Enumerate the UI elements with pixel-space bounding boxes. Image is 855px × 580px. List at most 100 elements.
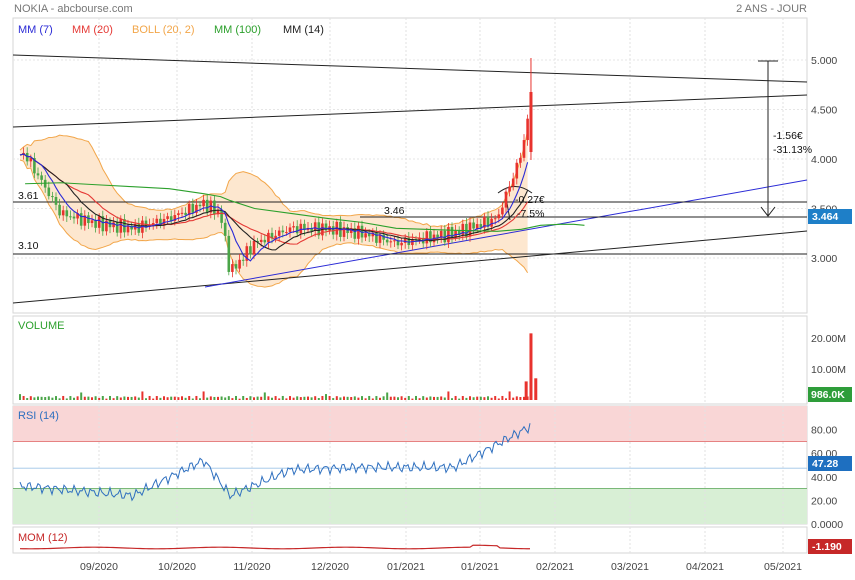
- measure-arc: [497, 186, 533, 194]
- candle-body: [205, 199, 209, 213]
- candle-body: [72, 216, 76, 219]
- candle-body: [519, 157, 522, 163]
- ma100-line: [25, 182, 585, 232]
- volume-bar: [451, 398, 453, 400]
- volume-bar: [350, 397, 353, 400]
- volume-bar: [76, 396, 79, 400]
- rsi-panel: [12, 405, 808, 525]
- trendline-upper-rising: [12, 94, 808, 128]
- candle-body: [76, 213, 79, 219]
- volume-bar: [386, 392, 389, 400]
- volume-bar: [490, 397, 493, 400]
- volume-bar: [425, 397, 428, 400]
- candle-body: [83, 215, 87, 226]
- volume-bar: [371, 398, 374, 400]
- candle-body: [209, 200, 213, 213]
- volume-bar: [184, 397, 187, 400]
- volume-bar: [80, 392, 83, 400]
- volume-bar: [271, 397, 273, 400]
- volume-bar: [519, 397, 522, 400]
- candle-body: [101, 216, 105, 232]
- volume-bar: [191, 398, 194, 400]
- candle-body: [155, 218, 159, 224]
- volume-bar: [469, 396, 471, 400]
- volume-bar: [267, 396, 270, 400]
- price-panel: [12, 17, 808, 314]
- volume-bar: [389, 396, 392, 400]
- candle-body: [90, 220, 94, 224]
- candle-body: [220, 209, 223, 223]
- volume-bar: [393, 396, 396, 400]
- volume-bar: [415, 395, 417, 400]
- volume-bar: [529, 333, 533, 400]
- price-tick-label: 3.000: [811, 253, 837, 265]
- candle-body: [400, 242, 403, 246]
- momentum-line: [19, 544, 531, 550]
- candle-body: [511, 178, 515, 187]
- candle-body: [385, 239, 389, 243]
- price-tick-label: 5.000: [811, 55, 837, 67]
- candle-body: [166, 216, 169, 219]
- volume-bar: [400, 396, 403, 400]
- volume-bar: [411, 398, 414, 400]
- volume-bar: [433, 396, 435, 400]
- volume-bar: [515, 396, 518, 400]
- volume-bar: [33, 397, 36, 400]
- rsi-label: RSI (14): [18, 410, 59, 422]
- svg-text:47.28: 47.28: [812, 458, 838, 470]
- volume-bar: [483, 397, 486, 400]
- candle-body: [497, 214, 501, 219]
- candle-body: [468, 222, 472, 237]
- volume-bar: [29, 396, 32, 400]
- candle-body: [54, 196, 58, 205]
- candle-body: [285, 231, 288, 233]
- candle-body: [259, 239, 263, 243]
- candle-body: [256, 240, 259, 243]
- volume-bar: [195, 395, 198, 400]
- candle-body: [159, 218, 162, 225]
- candle-body: [191, 203, 195, 213]
- ma7-line: [19, 153, 529, 262]
- candle-body: [227, 235, 231, 272]
- candle-body: [51, 196, 54, 198]
- candle-body: [310, 227, 313, 231]
- volume-bar: [206, 397, 209, 400]
- volume-bar: [44, 397, 47, 400]
- volume-bar: [155, 396, 158, 400]
- volume-bar: [166, 397, 169, 400]
- volume-bar: [285, 398, 288, 400]
- volume-bar: [109, 395, 111, 400]
- candle-body: [425, 231, 429, 244]
- volume-bar: [281, 395, 284, 400]
- volume-bar: [436, 396, 439, 400]
- candle-body: [40, 175, 43, 180]
- candle-body: [97, 216, 101, 228]
- candle-body: [162, 218, 166, 225]
- volume-bar: [141, 391, 144, 400]
- candle-body: [249, 246, 252, 255]
- candle-body: [119, 219, 123, 233]
- volume-bar: [325, 394, 327, 400]
- candle-body: [407, 237, 411, 246]
- candle-body: [216, 209, 220, 215]
- volume-bar: [296, 396, 299, 400]
- volume-bar: [479, 396, 482, 400]
- last-mom-badge: -1.190: [808, 539, 852, 554]
- volume-panel: [12, 315, 808, 405]
- candle-body: [418, 237, 421, 240]
- x-tick-label: 11/2020: [233, 561, 270, 573]
- candle-body: [529, 92, 533, 152]
- candle-body: [483, 216, 486, 228]
- candle-body: [126, 225, 130, 233]
- chart-source-title: NOKIA - abcbourse.com: [14, 3, 133, 15]
- volume-bar: [245, 397, 248, 400]
- legend-mm20: MM (20): [72, 24, 113, 36]
- candle-body: [231, 264, 234, 272]
- candle-body: [61, 210, 65, 216]
- candle-body: [504, 191, 508, 208]
- x-tick-label: 01/2021: [387, 561, 425, 573]
- volume-bar: [123, 396, 126, 400]
- volume-bar: [289, 396, 291, 400]
- legend-mm100: MM (100): [214, 24, 261, 36]
